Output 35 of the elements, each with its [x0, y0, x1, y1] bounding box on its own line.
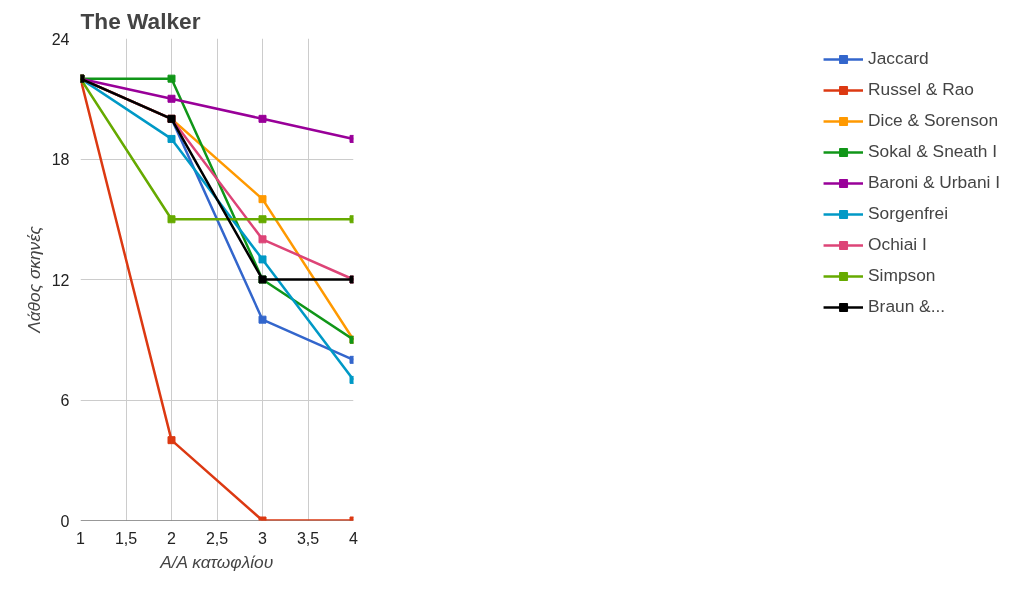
point — [167, 215, 176, 224]
legend-label: Ochiai I — [868, 234, 927, 255]
point — [167, 74, 176, 83]
legend-label: Dice & Sorenson — [868, 110, 999, 131]
y-axis-title: Λάθος σκηνές — [23, 225, 44, 334]
point — [167, 94, 176, 103]
point — [258, 255, 267, 264]
point — [258, 195, 267, 204]
x-tick-label: 1 — [76, 529, 86, 547]
legend-label: Sokal & Sneath I — [868, 141, 998, 162]
x-tick-label: 2 — [167, 529, 177, 547]
point — [167, 436, 176, 445]
legend-label: Sorgenfrei — [868, 203, 948, 224]
point — [167, 134, 176, 143]
y-tick-label: 0 — [60, 512, 70, 530]
x-axis-title: Α/Α κατωφλίου — [159, 551, 274, 572]
legend-label: Simpson — [868, 265, 936, 286]
y-tick-label: 18 — [51, 151, 70, 168]
legend-label: Braun &... — [868, 296, 946, 317]
x-tick-label: 4 — [349, 529, 359, 547]
y-tick-label: 24 — [51, 30, 70, 48]
x-tick-label: 3,5 — [296, 529, 320, 547]
x-tick-label: 3 — [258, 529, 268, 547]
point — [258, 235, 267, 244]
point — [258, 114, 267, 123]
chart-title: The Walker — [80, 7, 201, 34]
x-tick-label: 1,5 — [114, 529, 138, 547]
legend-label: Jaccard — [868, 48, 929, 69]
y-tick-label: 6 — [60, 392, 70, 409]
point — [258, 315, 267, 324]
y-tick-label: 12 — [51, 271, 70, 289]
legend-label: Baroni & Urbani I — [868, 172, 1000, 193]
x-tick-label: 2,5 — [205, 529, 229, 547]
legend-label: Russel & Rao — [868, 79, 974, 100]
point — [258, 215, 267, 224]
